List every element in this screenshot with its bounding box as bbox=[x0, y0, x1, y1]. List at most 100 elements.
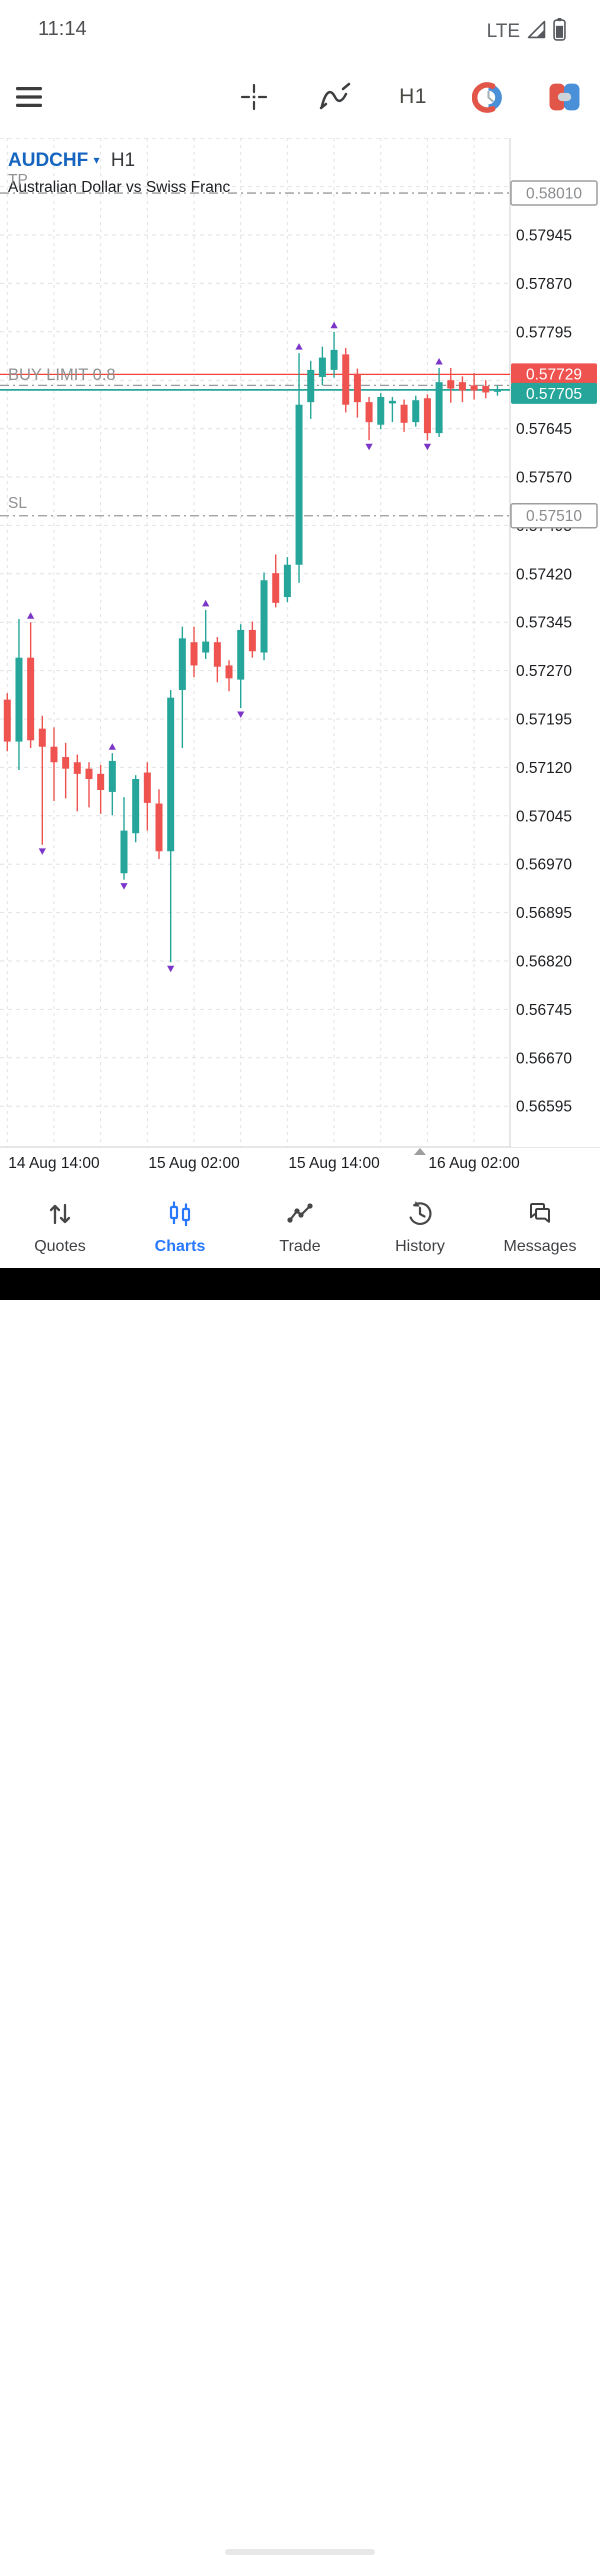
symbol-dropdown-caret-icon[interactable]: ▾ bbox=[93, 153, 100, 167]
candle bbox=[85, 762, 93, 808]
buy_limit-price-box[interactable]: 0.57729 bbox=[511, 363, 597, 385]
fractal-up-arrow bbox=[295, 343, 303, 350]
home-indicator-handle[interactable] bbox=[225, 2549, 375, 2555]
take-profit-line-label[interactable]: TP bbox=[8, 172, 28, 189]
android-system-bar bbox=[0, 1268, 600, 2555]
candle bbox=[330, 321, 338, 378]
candle bbox=[155, 789, 163, 860]
candle bbox=[260, 572, 268, 661]
candle bbox=[307, 360, 315, 419]
indicators-button[interactable] bbox=[316, 56, 354, 138]
fractal-down-arrow bbox=[120, 883, 128, 890]
fractal-up-arrow bbox=[330, 321, 338, 329]
time-tick-label: 16 Aug 02:00 bbox=[428, 1155, 520, 1172]
chart-period-label: H1 bbox=[110, 150, 136, 171]
fractal-down-arrow bbox=[365, 443, 373, 451]
chart-subtitle: Australian Dollar vs Swiss Franc bbox=[8, 179, 231, 196]
fractal-down-arrow bbox=[237, 711, 245, 719]
fractal-up-arrow bbox=[27, 612, 35, 619]
nav-item-messages[interactable]: Messages bbox=[480, 1178, 600, 1268]
fractal-up-arrow bbox=[202, 599, 210, 607]
candle bbox=[248, 621, 256, 658]
nav-label-history: History bbox=[395, 1238, 445, 1255]
fractal-up-arrow bbox=[435, 357, 443, 365]
candle bbox=[435, 357, 443, 437]
candle bbox=[178, 626, 186, 749]
trading-hours-button[interactable] bbox=[471, 56, 505, 138]
candle bbox=[167, 689, 175, 973]
sl-price-box[interactable]: 0.57510 bbox=[510, 502, 598, 529]
buy-limit-line-label[interactable]: BUY LIMIT 0.8 bbox=[8, 366, 116, 384]
price-tick-label: 0.56895 bbox=[516, 905, 572, 922]
nav-item-quotes[interactable]: Quotes bbox=[0, 1178, 120, 1268]
svg-text:0.57729: 0.57729 bbox=[526, 366, 582, 383]
candle bbox=[272, 554, 280, 608]
fractal-down-arrow bbox=[423, 443, 432, 451]
svg-text:0.58010: 0.58010 bbox=[526, 186, 582, 203]
candle bbox=[295, 343, 303, 583]
price-tick-label: 0.57420 bbox=[516, 566, 572, 583]
time-tick-label: 14 Aug 14:00 bbox=[8, 1155, 100, 1172]
price-tick-label: 0.57120 bbox=[516, 760, 572, 777]
history-clock-icon bbox=[406, 1200, 434, 1233]
quotes-arrows-icon bbox=[46, 1200, 74, 1233]
nav-label-trade: Trade bbox=[279, 1238, 321, 1255]
stop-loss-line-label[interactable]: SL bbox=[8, 495, 27, 512]
price-tick-label: 0.57345 bbox=[516, 615, 572, 632]
candle bbox=[493, 385, 501, 396]
candle bbox=[3, 693, 11, 752]
menu-button[interactable] bbox=[14, 56, 44, 138]
svg-text:0.57510: 0.57510 bbox=[526, 508, 582, 525]
candle bbox=[318, 346, 326, 386]
scroll-to-end-marker[interactable] bbox=[414, 1148, 426, 1155]
nav-item-history[interactable]: History bbox=[360, 1178, 480, 1268]
chart-area[interactable]: 0.580200.579450.578700.577950.577200.576… bbox=[0, 0, 600, 1300]
price-tick-label: 0.57795 bbox=[516, 324, 572, 341]
price-tick-label: 0.56745 bbox=[516, 1002, 572, 1019]
fractal-down-arrow bbox=[38, 848, 46, 855]
candle bbox=[342, 347, 350, 413]
crosshair-button[interactable] bbox=[238, 56, 270, 138]
fractal-up-arrow bbox=[108, 743, 116, 750]
charts-candles-icon bbox=[166, 1200, 194, 1233]
candle bbox=[132, 775, 140, 843]
candle bbox=[412, 395, 420, 427]
candle bbox=[283, 557, 291, 603]
candle bbox=[237, 624, 245, 719]
candle bbox=[365, 396, 373, 451]
nav-label-quotes: Quotes bbox=[34, 1238, 86, 1255]
nav-item-trade[interactable]: Trade bbox=[240, 1178, 360, 1268]
trade-line-icon bbox=[286, 1200, 314, 1233]
price-tick-label: 0.57945 bbox=[516, 228, 572, 245]
price-tick-label: 0.57570 bbox=[516, 469, 572, 486]
chart-title[interactable]: AUDCHF ▾ H1 bbox=[8, 150, 135, 172]
nav-item-charts[interactable]: Charts bbox=[120, 1178, 240, 1268]
candle bbox=[62, 742, 70, 799]
candlestick-chart-canvas[interactable]: 0.580200.579450.578700.577950.577200.576… bbox=[0, 0, 600, 1300]
candles bbox=[3, 321, 501, 973]
timeframe-button[interactable]: H1 bbox=[399, 85, 427, 108]
fractal-down-arrow bbox=[167, 965, 175, 973]
candle bbox=[108, 743, 116, 816]
candle bbox=[73, 754, 81, 812]
price-tick-label: 0.56670 bbox=[516, 1050, 572, 1067]
candle bbox=[458, 376, 466, 403]
bid-price-box[interactable]: 0.57705 bbox=[511, 382, 597, 404]
candle bbox=[225, 660, 233, 692]
candle bbox=[388, 396, 396, 423]
tp-price-box[interactable]: 0.58010 bbox=[510, 180, 598, 206]
new-order-button[interactable] bbox=[547, 56, 581, 138]
price-tick-label: 0.57270 bbox=[516, 663, 572, 680]
candle bbox=[190, 626, 198, 678]
candle bbox=[97, 764, 105, 814]
clock-label: 11:14 bbox=[38, 18, 87, 40]
candle bbox=[15, 618, 23, 770]
status-bar: 11:14 LTE bbox=[0, 0, 600, 56]
candle bbox=[120, 797, 128, 890]
time-tick-label: 15 Aug 02:00 bbox=[148, 1155, 240, 1172]
price-tick-label: 0.57870 bbox=[516, 276, 572, 293]
bottom-navigation: Quotes Charts Trade bbox=[0, 1178, 600, 1268]
price-tick-label: 0.57045 bbox=[516, 808, 572, 825]
price-tick-label: 0.56970 bbox=[516, 857, 572, 874]
symbol-label[interactable]: AUDCHF bbox=[8, 150, 89, 171]
